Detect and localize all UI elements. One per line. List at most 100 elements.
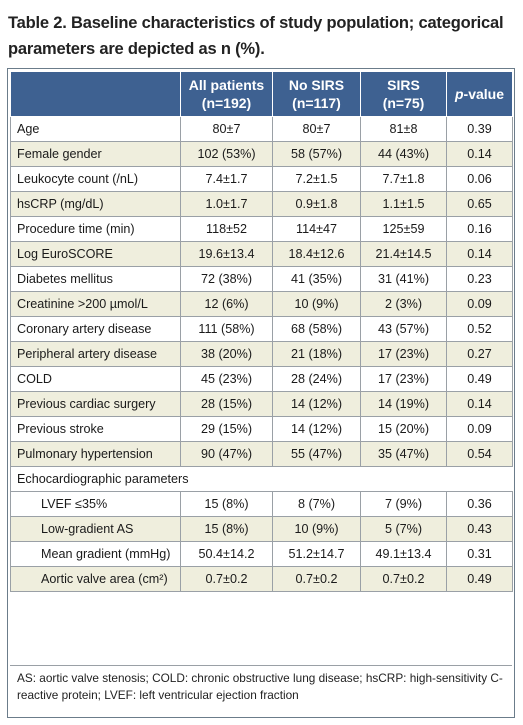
cell-all-patients: 111 (58%) [180, 316, 273, 342]
cell-p-value: 0.06 [446, 166, 513, 192]
cell-p-value: 0.27 [446, 341, 513, 367]
cell-p-value: 0.65 [446, 191, 513, 217]
cell-no-sirs: 28 (24%) [272, 366, 361, 392]
header-p-italic: p [454, 86, 464, 102]
header-sirs-label: SIRS [387, 77, 420, 93]
row-label: Aortic valve area (cm²) [10, 566, 181, 592]
row-label: Peripheral artery disease [10, 341, 181, 367]
cell-no-sirs: 41 (35%) [272, 266, 361, 292]
table-footnote: AS: aortic valve stenosis; COLD: chronic… [17, 671, 503, 702]
cell-no-sirs: 18.4±12.6 [272, 241, 361, 267]
cell-p-value: 0.49 [446, 566, 513, 592]
header-no-sirs: No SIRS (n=117) [272, 71, 361, 117]
cell-no-sirs: 80±7 [272, 116, 361, 142]
cell-no-sirs: 0.9±1.8 [272, 191, 361, 217]
row-label: Procedure time (min) [10, 216, 181, 242]
footnote-divider [10, 665, 512, 666]
cell-all-patients: 118±52 [180, 216, 273, 242]
table-row: Aortic valve area (cm²) 0.7±0.2 0.7±0.2 0.7… [10, 566, 513, 592]
row-label: Previous stroke [10, 416, 181, 442]
header-all-patients: All patients (n=192) [180, 71, 273, 117]
table-body: Age 80±7 80±7 81±8 0.39 Female gender 102 (53%… [10, 116, 513, 592]
row-label: Previous cardiac surgery [10, 391, 181, 417]
table-row: Pulmonary hypertension 90 (47%) 55 (47%) 35… [10, 441, 513, 467]
cell-no-sirs: 21 (18%) [272, 341, 361, 367]
table-row: LVEF ≤35% 15 (8%) 8 (7%) 7 (9%) 0.36 [10, 491, 513, 517]
row-label: COLD [10, 366, 181, 392]
table-row: COLD 45 (23%) 28 (24%) 17 (23%) 0.49 [10, 366, 513, 392]
cell-sirs: 44 (43%) [360, 141, 447, 167]
cell-sirs: 15 (20%) [360, 416, 447, 442]
table-row: Previous cardiac surgery 28 (15%) 14 (12%)… [10, 391, 513, 417]
row-label: Coronary artery disease [10, 316, 181, 342]
header-nosirs-n: (n=117) [292, 95, 341, 111]
cell-sirs: 21.4±14.5 [360, 241, 447, 267]
cell-no-sirs: 7.2±1.5 [272, 166, 361, 192]
table-row: Diabetes mellitus 72 (38%) 41 (35%) 31 (41%… [10, 266, 513, 292]
cell-sirs: 7.7±1.8 [360, 166, 447, 192]
cell-all-patients: 38 (20%) [180, 341, 273, 367]
cell-all-patients: 15 (8%) [180, 491, 273, 517]
cell-no-sirs: 0.7±0.2 [272, 566, 361, 592]
cell-p-value: 0.43 [446, 516, 513, 542]
cell-sirs: 81±8 [360, 116, 447, 142]
cell-p-value: 0.49 [446, 366, 513, 392]
row-label: Diabetes mellitus [10, 266, 181, 292]
table-caption: Table 2. Baseline characteristics of stu… [8, 14, 504, 58]
cell-all-patients: 1.0±1.7 [180, 191, 273, 217]
table-row: Log EuroSCORE 19.6±13.4 18.4±12.6 21.4±14.5… [10, 241, 513, 267]
row-label: hsCRP (mg/dL) [10, 191, 181, 217]
cell-all-patients: 0.7±0.2 [180, 566, 273, 592]
row-label: Pulmonary hypertension [10, 441, 181, 467]
row-label: Low-gradient AS [10, 516, 181, 542]
row-label: Age [10, 116, 181, 142]
table-row: hsCRP (mg/dL) 1.0±1.7 0.9±1.8 1.1±1.5 0.65 [10, 191, 513, 217]
cell-sirs: 5 (7%) [360, 516, 447, 542]
cell-sirs: 49.1±13.4 [360, 541, 447, 567]
cell-p-value: 0.16 [446, 216, 513, 242]
header-row: All patients (n=192) No SIRS (n=117) SIR… [10, 71, 513, 117]
cell-sirs: 43 (57%) [360, 316, 447, 342]
cell-all-patients: 15 (8%) [180, 516, 273, 542]
cell-no-sirs: 55 (47%) [272, 441, 361, 467]
header-nosirs-label: No SIRS [288, 77, 345, 93]
table-row: Creatinine >200 µmol/L 12 (6%) 10 (9%) 2 (3… [10, 291, 513, 317]
section-heading: Echocardiographic parameters [10, 466, 513, 492]
section-row: Echocardiographic parameters [10, 466, 513, 492]
cell-all-patients: 29 (15%) [180, 416, 273, 442]
row-label: Creatinine >200 µmol/L [10, 291, 181, 317]
cell-no-sirs: 10 (9%) [272, 516, 361, 542]
header-sirs: SIRS (n=75) [360, 71, 447, 117]
cell-p-value: 0.54 [446, 441, 513, 467]
cell-all-patients: 12 (6%) [180, 291, 273, 317]
cell-all-patients: 50.4±14.2 [180, 541, 273, 567]
table-row: Mean gradient (mmHg) 50.4±14.2 51.2±14.7 49… [10, 541, 513, 567]
cell-all-patients: 28 (15%) [180, 391, 273, 417]
cell-all-patients: 72 (38%) [180, 266, 273, 292]
cell-no-sirs: 14 (12%) [272, 416, 361, 442]
cell-no-sirs: 114±47 [272, 216, 361, 242]
table-row: Coronary artery disease 111 (58%) 68 (58%)… [10, 316, 513, 342]
cell-sirs: 0.7±0.2 [360, 566, 447, 592]
row-label: Log EuroSCORE [10, 241, 181, 267]
row-label: Mean gradient (mmHg) [10, 541, 181, 567]
header-blank [10, 71, 181, 117]
table-row: Procedure time (min) 118±52 114±47 125±59 0.… [10, 216, 513, 242]
cell-p-value: 0.09 [446, 416, 513, 442]
header-all-label: All patients [188, 77, 265, 93]
cell-no-sirs: 14 (12%) [272, 391, 361, 417]
cell-all-patients: 45 (23%) [180, 366, 273, 392]
cell-p-value: 0.14 [446, 391, 513, 417]
cell-no-sirs: 58 (57%) [272, 141, 361, 167]
cell-all-patients: 80±7 [180, 116, 273, 142]
table-row: Age 80±7 80±7 81±8 0.39 [10, 116, 513, 142]
row-label: Leukocyte count (/nL) [10, 166, 181, 192]
header-sirs-n: (n=75) [382, 95, 425, 111]
cell-sirs: 125±59 [360, 216, 447, 242]
cell-all-patients: 7.4±1.7 [180, 166, 273, 192]
cell-sirs: 17 (23%) [360, 341, 447, 367]
cell-sirs: 31 (41%) [360, 266, 447, 292]
cell-p-value: 0.31 [446, 541, 513, 567]
header-p-value: p-value [446, 71, 513, 117]
cell-all-patients: 102 (53%) [180, 141, 273, 167]
